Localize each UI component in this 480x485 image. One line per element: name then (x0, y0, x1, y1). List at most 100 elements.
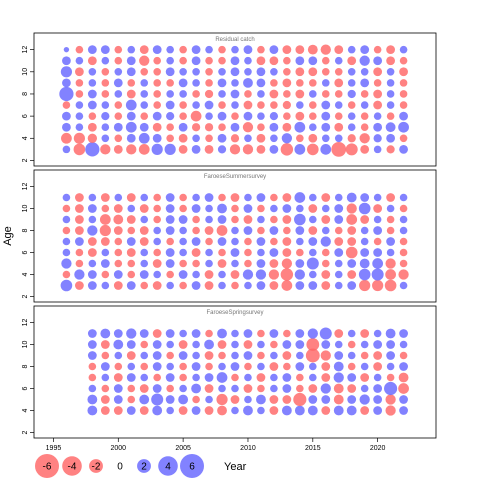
bubble (75, 56, 84, 65)
panels-layer: Residual catch24681012FaroeseSummersurve… (22, 32, 437, 452)
bubble (399, 67, 408, 77)
bubble (139, 406, 149, 415)
bubble (218, 193, 226, 202)
bubble (386, 362, 395, 371)
bubble (345, 246, 358, 259)
bubble (127, 362, 136, 371)
bubble (113, 122, 123, 132)
bubble (191, 362, 201, 371)
bubble (283, 226, 291, 235)
bubble (178, 78, 188, 88)
bubble (75, 226, 84, 235)
bubble (308, 204, 318, 213)
bubble (139, 237, 149, 246)
bubble (295, 56, 305, 66)
bubble (75, 281, 84, 290)
bubble (192, 226, 200, 235)
bubble (320, 383, 331, 394)
bubble (386, 226, 395, 235)
bubble (125, 121, 137, 133)
bubble (334, 67, 343, 76)
bubble (113, 144, 123, 154)
bubble (139, 329, 149, 338)
bubble (191, 123, 201, 132)
bubble (166, 237, 174, 246)
bubble (138, 144, 150, 155)
bubble (231, 329, 239, 338)
bubble (360, 123, 369, 132)
bubble (88, 215, 97, 224)
bubble (178, 144, 188, 154)
bubble (127, 79, 136, 87)
bubble (152, 405, 163, 416)
bubble (360, 101, 369, 109)
bubble (218, 384, 226, 393)
bubble (192, 193, 200, 202)
bubble (399, 351, 408, 360)
bubble (166, 406, 174, 415)
bubble (165, 395, 175, 404)
bubble (87, 133, 98, 143)
bubble (165, 248, 175, 257)
bubble (257, 123, 265, 132)
bubble (346, 203, 357, 214)
bubble (269, 122, 279, 132)
bubble (205, 237, 213, 246)
bubble (140, 373, 149, 382)
bubble (87, 329, 97, 338)
bubble (75, 67, 84, 77)
bubble (373, 237, 382, 246)
bubble (308, 67, 318, 77)
bubble (140, 281, 149, 290)
bubble (346, 405, 357, 416)
bubble (114, 237, 123, 246)
bubble (386, 145, 395, 154)
bubble (164, 143, 176, 155)
bubble (399, 340, 408, 349)
bubble (166, 90, 174, 98)
bubble (399, 193, 408, 202)
bubble (153, 67, 161, 76)
bubble (321, 122, 331, 132)
bubble (257, 45, 265, 54)
bubble (88, 79, 97, 87)
bubble (87, 394, 98, 405)
bubble (333, 361, 344, 372)
bubble (217, 215, 227, 224)
bubble (373, 395, 383, 404)
bubble (309, 90, 317, 98)
bubble (347, 270, 357, 279)
bubble (347, 67, 356, 76)
bubble (385, 405, 396, 416)
bubble (140, 362, 149, 371)
bubble (269, 112, 279, 121)
bubble (386, 248, 395, 257)
bubble (192, 101, 200, 109)
bubble (373, 134, 382, 143)
bubble (231, 373, 239, 382)
bubble (320, 350, 331, 361)
bubble (204, 281, 214, 290)
bubble (360, 193, 370, 202)
bubble (306, 257, 319, 270)
bubble (347, 281, 357, 290)
x-tick-label: 1995 (46, 445, 62, 452)
bubble (270, 215, 278, 224)
bubble (165, 204, 175, 213)
bubble (373, 384, 383, 393)
bubble (296, 204, 304, 213)
bubble (334, 122, 344, 132)
bubble (256, 144, 266, 154)
panel-0: Residual catch 2 4 6 8 10 12 (22, 32, 437, 167)
bubble (165, 259, 175, 268)
bubble (126, 237, 136, 246)
bubble (385, 328, 396, 339)
bubble (309, 248, 317, 257)
bubble (153, 226, 161, 235)
bubble (281, 405, 292, 416)
bubble (321, 90, 330, 98)
bubble (321, 111, 331, 121)
bubble (244, 281, 252, 290)
bubble (347, 101, 356, 109)
bubble (321, 100, 331, 110)
